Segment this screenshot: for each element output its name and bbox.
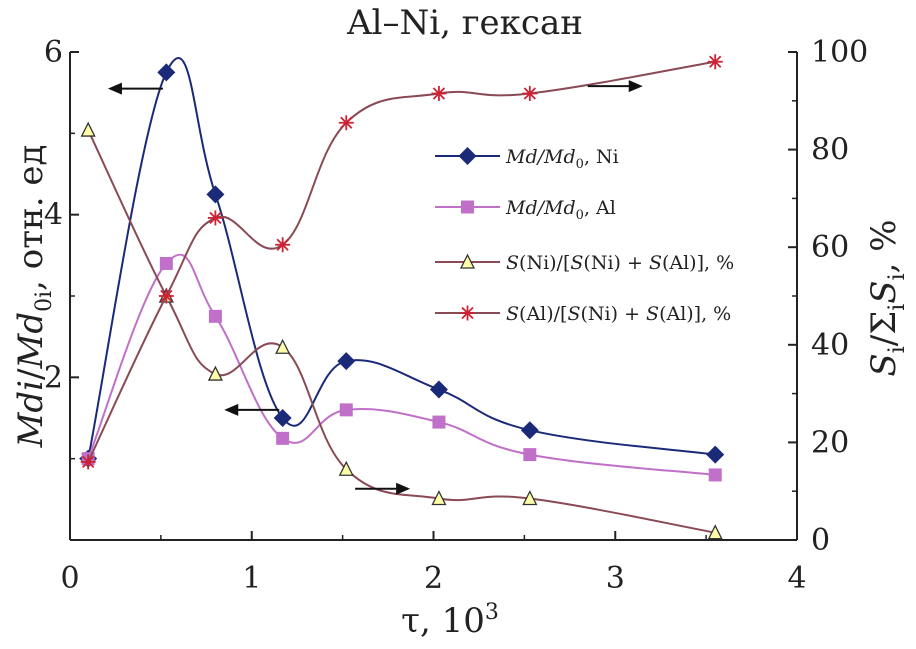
arrow-left-left [224, 403, 280, 416]
asterisk-stroke [340, 116, 353, 129]
asterisk-stroke [276, 238, 289, 251]
series-layer [79, 54, 725, 540]
data-point-diamond [520, 421, 539, 440]
data-point-square [159, 256, 173, 270]
y-left-tick-label: 2 [44, 360, 63, 395]
data-point-square [276, 431, 290, 445]
legend-diamond-marker [458, 147, 477, 165]
y-right-tick-label: 60 [811, 230, 849, 265]
asterisk-stroke [523, 87, 536, 100]
series-s-al [80, 54, 723, 470]
x-axis-ticks: 0 1 2 3 4 [60, 531, 807, 596]
asterisk-stroke [709, 55, 722, 68]
y-right-axis-label: Si/ΣiSi, % [864, 219, 910, 376]
svg-text:Md/Md0, Ni: Md/Md0, Ni [505, 146, 619, 172]
y-left-tick-label: 4 [44, 198, 63, 233]
data-point-triangle [707, 524, 723, 540]
arrow-right-right [355, 482, 411, 495]
legend-entry-s-al: S(Al)/[S(Ni) + S(Al)], % [435, 303, 731, 325]
legend-triangle-marker [459, 253, 476, 269]
y-right-tick-label: 80 [811, 133, 849, 168]
data-point-square [339, 403, 353, 417]
y-left-tick-label: 6 [44, 35, 63, 70]
data-point-diamond [157, 63, 176, 82]
legend-entry-al: Md/Md0, Al [435, 197, 616, 223]
arrow-head [224, 403, 239, 416]
y-left-axis-ticks: 2 4 6 [44, 35, 79, 460]
svg-text:Md/Md0, Al: Md/Md0, Al [505, 197, 616, 223]
arrow-head [396, 482, 411, 495]
svg-text:S(Al)/[S(Ni) + S(Al)], %: S(Al)/[S(Ni) + S(Al)], % [506, 303, 731, 325]
legend-entry-s-ni: S(Ni)/[S(Ni) + S(Al)], % [435, 252, 734, 274]
x-tick-label: 3 [606, 561, 625, 596]
asterisk-stroke [209, 211, 222, 225]
asterisk-stroke [160, 289, 173, 303]
legend-square-marker [461, 200, 474, 214]
svg-text:S(Ni)/[S(Ni) + S(Al)], %: S(Ni)/[S(Ni) + S(Al)], % [506, 252, 734, 274]
data-point-square [708, 468, 722, 482]
series-line-al [87, 253, 716, 476]
data-point-triangle [80, 121, 96, 137]
y-right-tick-label: 40 [811, 328, 849, 363]
x-tick-label: 2 [424, 561, 443, 596]
x-axis-label: τ, 103 [401, 600, 499, 641]
y-right-axis-ticks: 0 20 40 60 80 100 [788, 35, 868, 558]
series-al [81, 253, 722, 482]
data-point-triangle [338, 460, 354, 476]
data-point-square [208, 309, 222, 323]
legend-entry-ni: Md/Md0, Ni [435, 146, 619, 172]
y-right-tick-label: 0 [811, 523, 830, 558]
data-point-triangle [431, 490, 447, 506]
direction-arrows [107, 80, 643, 495]
data-point-square [523, 448, 537, 462]
data-point-triangle [275, 338, 291, 354]
data-point-diamond [273, 409, 292, 427]
data-point-diamond [337, 352, 356, 371]
series-s-ni [80, 121, 723, 540]
data-point-diamond [206, 185, 225, 204]
x-tick-label: 4 [787, 561, 806, 596]
arrow-head [107, 82, 122, 95]
data-point-triangle [207, 365, 223, 381]
legend: Md/Md0, Ni Md/Md0, Al S(Ni)/[S(Ni) + S(A… [435, 146, 734, 325]
y-left-axis-label: Mdi/Md0i, отн. ед [11, 145, 57, 449]
data-point-diamond [706, 445, 725, 464]
series-line-s-ni [87, 129, 716, 534]
data-point-asterisk [80, 454, 96, 470]
data-point-asterisk [522, 85, 538, 101]
data-point-asterisk [158, 288, 174, 304]
data-point-triangle [522, 490, 538, 506]
asterisk-stroke [432, 87, 446, 100]
data-point-diamond [429, 380, 448, 399]
data-point-square [432, 415, 446, 429]
data-point-asterisk [207, 210, 223, 226]
legend-asterisk-marker [460, 305, 475, 321]
data-point-asterisk [707, 54, 723, 70]
asterisk-stroke [82, 455, 95, 469]
chart-title: Al–Ni, гексан [346, 3, 583, 43]
y-right-tick-label: 100 [811, 35, 868, 70]
arrow-head [628, 80, 643, 93]
y-right-tick-label: 20 [811, 425, 849, 460]
data-point-asterisk [431, 85, 447, 101]
arrow-right-right [587, 80, 643, 93]
plot-frame [69, 52, 798, 541]
x-tick-label: 0 [60, 561, 79, 596]
arrow-left-left [107, 82, 163, 95]
x-tick-label: 1 [242, 561, 261, 596]
data-point-asterisk [275, 237, 291, 253]
data-point-asterisk [338, 115, 354, 131]
